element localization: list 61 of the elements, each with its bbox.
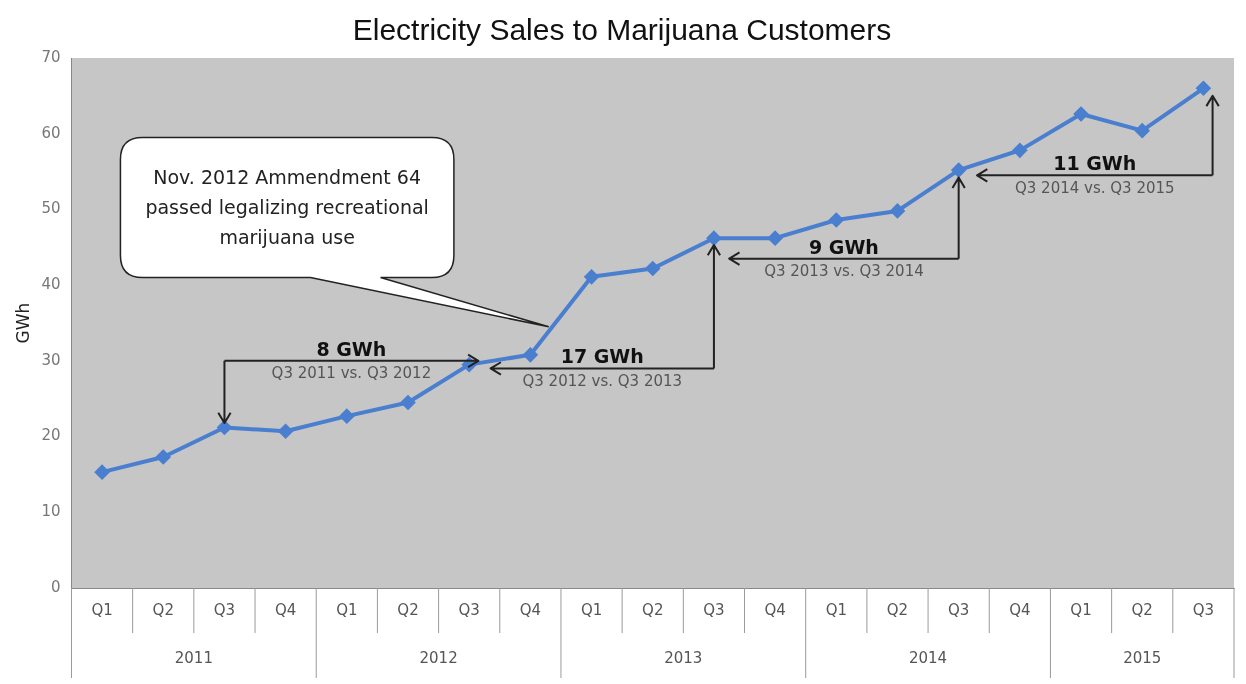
annotation: Q3 2011 vs. Q3 2012: [271, 364, 432, 383]
y-tick-label: 10: [41, 502, 61, 521]
x-tick-label: Q1: [825, 600, 847, 619]
point: [278, 424, 293, 439]
point: [951, 163, 966, 178]
point: [1135, 123, 1150, 138]
text: 2011: [174, 648, 213, 667]
x-tick-label: Q4: [274, 600, 297, 619]
point: [829, 213, 844, 228]
point: [890, 203, 905, 218]
x-tick-label: Q3: [703, 600, 725, 619]
x-tick-label: Q3: [213, 600, 236, 619]
text: 2012: [419, 648, 458, 667]
x-tick-label: Q2: [397, 600, 419, 619]
y-tick-label: 70: [41, 47, 61, 66]
point: [645, 261, 660, 276]
x-tick-label: Q4: [1009, 600, 1031, 619]
x-tick-label: Q2: [152, 600, 174, 619]
x-tick-label: Q4: [519, 600, 542, 619]
annotation: Q3 2013 vs. Q3 2014: [764, 261, 924, 280]
x-tick-label: Q1: [580, 600, 603, 619]
point: [768, 231, 783, 246]
y-tick-label: 40: [41, 275, 61, 294]
annotation: Q3 2014 vs. Q3 2015: [1015, 178, 1175, 197]
x-tick-label: Q3: [1192, 600, 1215, 619]
x-tick-label: Q3: [458, 600, 480, 619]
text: 2013: [664, 648, 703, 667]
chart-title: Electricity Sales to Marijuana Customers: [352, 13, 892, 47]
annotation: Q3 2012 vs. Q3 2013: [522, 371, 683, 390]
annotation: 9 GWh: [808, 235, 879, 258]
y-tick-label: 20: [41, 426, 61, 445]
annotation: 8 GWh: [316, 337, 387, 360]
x-tick-label: Q3: [947, 600, 970, 619]
y-tick-label: 30: [41, 350, 61, 369]
point: [1074, 107, 1089, 122]
annotation: 17 GWh: [560, 345, 644, 368]
x-tick-label: Q4: [764, 600, 786, 619]
text: 2015: [1123, 648, 1162, 667]
point: [217, 420, 232, 435]
text: 2014: [908, 648, 948, 667]
x-tick-label: Q2: [642, 600, 664, 619]
point: [1196, 81, 1211, 96]
x-tick-label: Q2: [1131, 600, 1153, 619]
annotation: 11 GWh: [1053, 152, 1137, 175]
point: [401, 395, 415, 410]
x-tick-label: Q1: [336, 600, 358, 619]
y-tick-label: 50: [41, 199, 61, 218]
y-tick-label: 60: [41, 123, 61, 142]
point: [584, 269, 599, 284]
point: [156, 450, 171, 465]
point: [339, 409, 354, 424]
x-tick-label: Q2: [886, 600, 909, 619]
x-tick-label: Q1: [91, 600, 113, 619]
point: [706, 231, 721, 246]
point: [95, 465, 110, 480]
x-tick-label: Q1: [1070, 600, 1092, 619]
y-axis-title: GWh: [12, 302, 33, 344]
y-tick-label: 0: [50, 577, 61, 596]
annotation: Nov. 2012 Ammendment 64 passed legalizing recreational marijuana use: [145, 165, 429, 248]
point: [523, 347, 538, 362]
point: [1012, 143, 1027, 158]
